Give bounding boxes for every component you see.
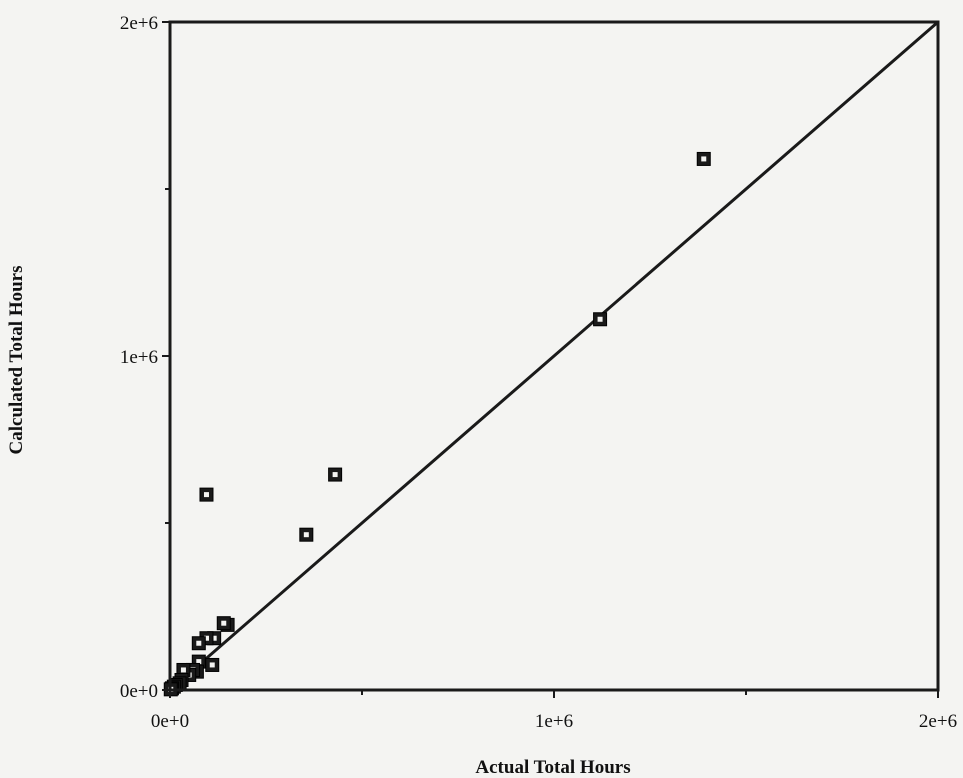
data-point	[191, 636, 206, 651]
x-tick-label: 1e+6	[535, 711, 573, 732]
data-point	[299, 527, 314, 542]
data-point	[205, 657, 220, 672]
y-tick-label: 0e+0	[120, 681, 158, 702]
data-point	[328, 467, 343, 482]
identity-line	[169, 20, 939, 692]
data-point	[199, 487, 214, 502]
x-tick-label: 2e+6	[919, 711, 957, 732]
y-tick-label: 2e+6	[120, 13, 158, 34]
x-axis-title: Actual Total Hours	[475, 757, 630, 778]
y-tick-label: 1e+6	[120, 347, 158, 368]
data-point	[216, 616, 231, 631]
x-tick-label: 0e+0	[151, 711, 189, 732]
y-axis-title: Calculated Total Hours	[6, 266, 27, 455]
data-point	[696, 151, 711, 166]
data-point	[593, 312, 608, 327]
